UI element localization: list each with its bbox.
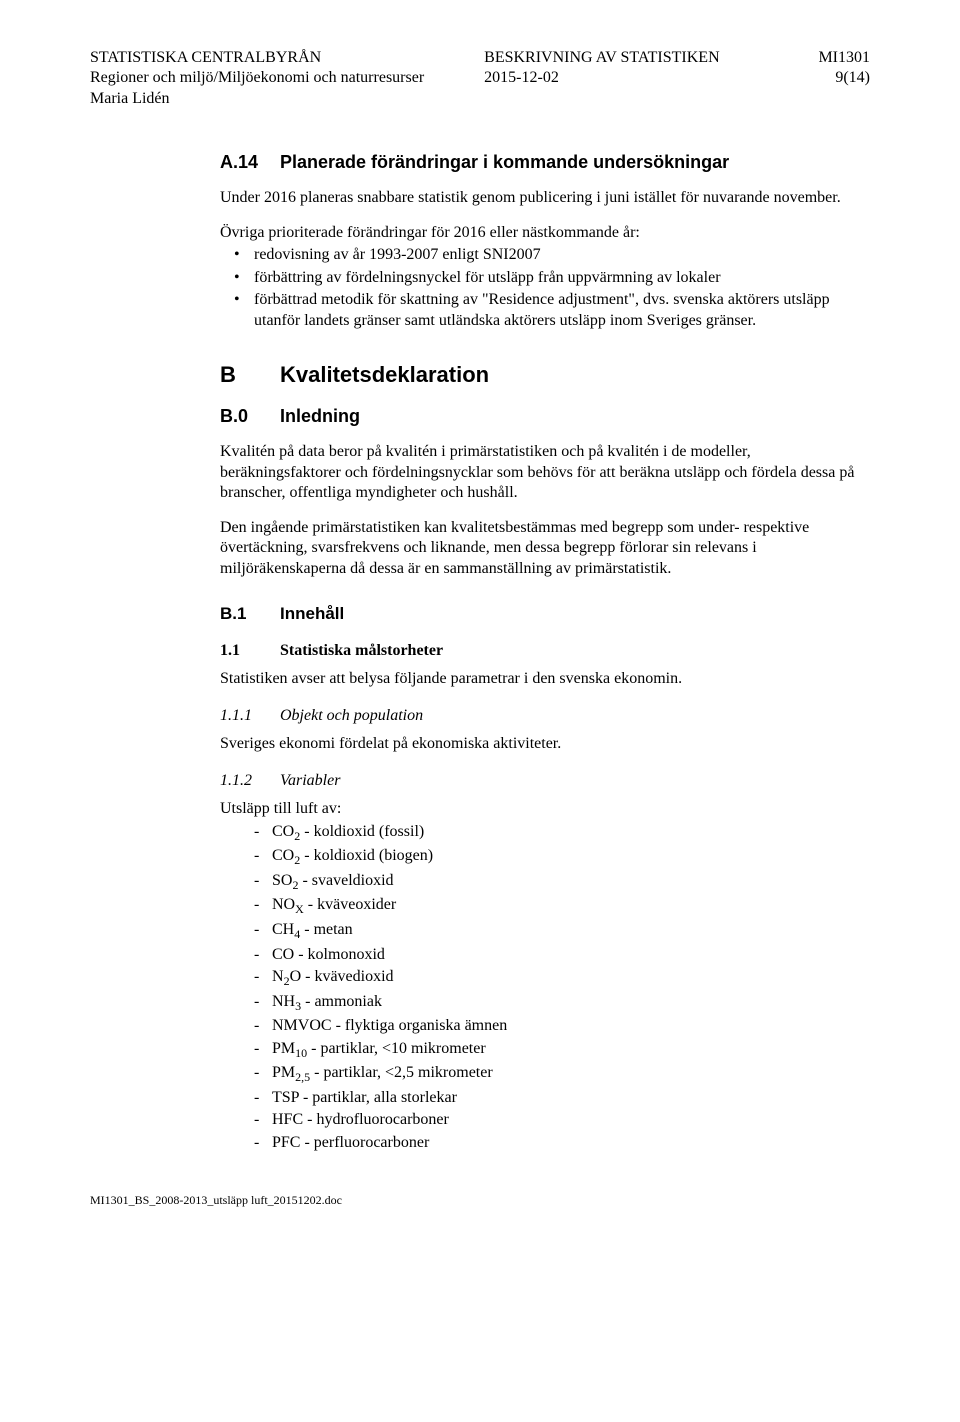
heading-1-1-1: 1.1.1Objekt och population (220, 706, 870, 726)
heading-b1: B.1Innehåll (220, 603, 870, 625)
variables-list-item: CO2 - koldioxid (biogen) (220, 846, 870, 869)
heading-b-num: B (220, 361, 280, 389)
heading-a14-title: Planerade förändringar i kommande unders… (280, 152, 729, 172)
heading-b1-title: Innehåll (280, 604, 344, 623)
variables-list-item: HFC - hydrofluorocarboner (220, 1110, 870, 1130)
a14-bullet-item: förbättring av fördelningsnyckel för uts… (220, 268, 870, 288)
header-left-block: STATISTISKA CENTRALBYRÅN Regioner och mi… (90, 48, 424, 109)
variables-list-item: CO - kolmonoxid (220, 945, 870, 965)
variables-list-item: NH3 - ammoniak (220, 992, 870, 1015)
header-dept: Regioner och miljö/Miljöekonomi och natu… (90, 68, 424, 88)
header-doc-title: BESKRIVNING AV STATISTIKEN (484, 48, 800, 68)
a14-bullet-list: redovisning av år 1993-2007 enligt SNI20… (220, 245, 870, 331)
heading-b-title: Kvalitetsdeklaration (280, 362, 489, 387)
variables-list-item: PM2,5 - partiklar, <2,5 mikrometer (220, 1063, 870, 1086)
heading-b1-num: B.1 (220, 603, 280, 625)
header-page-number: 9(14) (800, 68, 870, 88)
header-author: Maria Lidén (90, 89, 424, 109)
b0-paragraph-2: Den ingående primärstatistiken kan kvali… (220, 518, 870, 579)
heading-1-1: 1.1Statistiska målstorheter (220, 641, 870, 661)
variables-list-item: CO2 - koldioxid (fossil) (220, 822, 870, 845)
heading-1-1-2-title: Variabler (280, 772, 340, 789)
a14-list-label: Övriga prioriterade förändringar för 201… (220, 223, 870, 243)
heading-1-1-title: Statistiska målstorheter (280, 642, 443, 659)
variables-list-item: NMVOC - flyktiga organiska ämnen (220, 1016, 870, 1036)
variables-list-item: SO2 - svaveldioxid (220, 871, 870, 894)
variables-list-item: CH4 - metan (220, 920, 870, 943)
section-1-1-1-paragraph: Sveriges ekonomi fördelat på ekonomiska … (220, 734, 870, 754)
heading-1-1-1-num: 1.1.1 (220, 706, 280, 726)
page-footer: MI1301_BS_2008-2013_utsläpp luft_2015120… (90, 1193, 870, 1208)
header-right-block: MI1301 9(14) (800, 48, 870, 109)
section-1-1-paragraph: Statistiken avser att belysa följande pa… (220, 669, 870, 689)
heading-b0-num: B.0 (220, 405, 280, 428)
variables-list-item: PM10 - partiklar, <10 mikrometer (220, 1039, 870, 1062)
a14-bullet-item: redovisning av år 1993-2007 enligt SNI20… (220, 245, 870, 265)
heading-1-1-num: 1.1 (220, 641, 280, 661)
variables-list: CO2 - koldioxid (fossil)CO2 - koldioxid … (220, 822, 870, 1153)
heading-a14: A.14Planerade förändringar i kommande un… (220, 151, 870, 174)
heading-b: BKvalitetsdeklaration (220, 361, 870, 389)
header-org: STATISTISKA CENTRALBYRÅN (90, 48, 424, 68)
variables-list-item: TSP - partiklar, alla storlekar (220, 1088, 870, 1108)
heading-b0-title: Inledning (280, 406, 360, 426)
variables-list-item: NOX - kväveoxider (220, 895, 870, 918)
a14-intro: Under 2016 planeras snabbare statistik g… (220, 188, 870, 208)
variables-list-item: PFC - perfluorocarboner (220, 1133, 870, 1153)
heading-1-1-2: 1.1.2Variabler (220, 771, 870, 791)
heading-1-1-2-num: 1.1.2 (220, 771, 280, 791)
page-content: A.14Planerade förändringar i kommande un… (220, 151, 870, 1153)
variables-list-item: N2O - kvävedioxid (220, 967, 870, 990)
header-center-block: BESKRIVNING AV STATISTIKEN 2015-12-02 (424, 48, 800, 109)
heading-1-1-1-title: Objekt och population (280, 707, 423, 724)
a14-bullet-item: förbättrad metodik för skattning av "Res… (220, 290, 870, 331)
heading-b0: B.0Inledning (220, 405, 870, 428)
header-code: MI1301 (800, 48, 870, 68)
page-header: STATISTISKA CENTRALBYRÅN Regioner och mi… (90, 48, 870, 109)
variables-label: Utsläpp till luft av: (220, 799, 870, 819)
b0-paragraph-1: Kvalitén på data beror på kvalitén i pri… (220, 442, 870, 503)
heading-a14-num: A.14 (220, 151, 280, 174)
header-date: 2015-12-02 (484, 68, 800, 88)
